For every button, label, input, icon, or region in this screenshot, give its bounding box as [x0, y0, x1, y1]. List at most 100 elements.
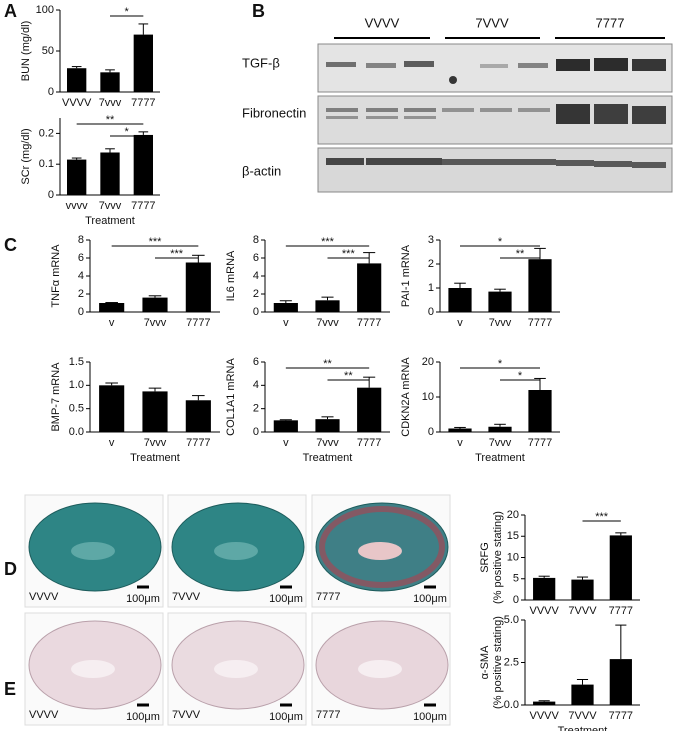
blot-strip — [317, 147, 673, 193]
y-tick-label: 15 — [507, 530, 519, 542]
protein-label: Fibronectin — [242, 105, 306, 120]
x-tick-label: 7vvv — [99, 97, 122, 109]
kidney-pelvis — [358, 660, 402, 678]
y-tick-label: 0.5 — [69, 403, 84, 415]
scale-label: 100μm — [269, 711, 303, 723]
significance-label: * — [125, 6, 130, 18]
y-tick-label: 2 — [253, 403, 259, 415]
bar — [528, 390, 552, 432]
y-axis-label: SRFG(% positive stating) — [479, 511, 504, 604]
y-axis-label: BUN (mg/dl) — [20, 21, 32, 82]
bar — [100, 72, 120, 92]
y-tick-label: 2 — [428, 258, 434, 270]
blot-group: VVVV — [365, 15, 400, 30]
image-label: VVVV — [29, 709, 59, 721]
bar-chart: 0 50 100 BUN (mg/dl) VVVV 7vvv 7777 * — [20, 4, 160, 109]
x-tick-label: 7vvv — [489, 437, 512, 449]
significance-label: ** — [323, 358, 332, 370]
x-tick-label: 7777 — [357, 437, 381, 449]
significance-label: * — [518, 370, 523, 382]
significance-label: *** — [595, 511, 609, 523]
y-tick-label: 3 — [428, 234, 434, 246]
x-tick-label: 7777 — [528, 437, 552, 449]
significance-label: *** — [149, 236, 163, 248]
bar — [528, 259, 552, 312]
y-axis-label: BMP-7 mRNA — [50, 362, 62, 432]
bar — [67, 68, 87, 92]
x-axis-label: Treatment — [475, 452, 525, 464]
bar — [133, 34, 153, 92]
significance-label: ** — [344, 370, 353, 382]
x-tick-label: 7vvv — [144, 317, 167, 329]
panel-label: A — [4, 1, 17, 21]
bar — [273, 303, 298, 312]
y-tick-label: 0 — [48, 86, 54, 98]
panel-label: C — [4, 235, 17, 255]
image-label: 7777 — [316, 709, 340, 721]
y-tick-label: 0 — [253, 306, 259, 318]
x-tick-label: v — [283, 437, 289, 449]
bar — [185, 400, 211, 432]
y-axis-label-line: α-SMA — [479, 645, 491, 680]
significance-label: * — [498, 236, 503, 248]
y-tick-label: 20 — [422, 356, 434, 368]
blot: VVVV 7VVV 7777 TGF-β Fibronectin β-actin — [242, 15, 673, 193]
bar — [448, 288, 472, 312]
y-axis-label-line: SRFG — [479, 542, 491, 573]
x-tick-label: v — [457, 437, 463, 449]
x-tick-label: 7777 — [609, 605, 633, 617]
blot-group: 7777 — [596, 15, 625, 30]
y-tick-label: 0 — [78, 306, 84, 318]
y-tick-label: 2 — [78, 288, 84, 300]
y-tick-label: 100 — [36, 4, 54, 16]
y-axis-label-line: (% positive stating) — [492, 616, 504, 709]
bar — [357, 387, 382, 432]
bar — [99, 303, 125, 312]
x-tick-label: 7vvv — [316, 437, 339, 449]
image-label: 7VVV — [172, 709, 201, 721]
y-tick-label: 0 — [48, 189, 54, 201]
x-tick-label: v — [283, 317, 289, 329]
x-tick-label: 7777 — [186, 317, 210, 329]
x-tick-label: VVVV — [62, 97, 92, 109]
y-axis-label: CDKN2A mRNA — [400, 357, 412, 437]
x-axis-label: Treatment — [85, 215, 135, 227]
y-tick-label: 6 — [78, 252, 84, 264]
y-tick-label: 0.0 — [69, 426, 84, 438]
bar — [533, 577, 556, 600]
significance-label: * — [125, 126, 130, 138]
bar-chart: 0.0 0.5 1.0 1.5 BMP-7 mRNA v 7vvv 7777 Treatment — [50, 356, 220, 464]
y-tick-label: 10 — [507, 551, 519, 563]
bar — [142, 391, 168, 432]
y-axis-label: COL1A1 mRNA — [225, 358, 237, 436]
scale-label: 100μm — [413, 711, 447, 723]
y-tick-label: 0 — [428, 306, 434, 318]
kidney-pelvis — [71, 660, 115, 678]
y-tick-label: 0 — [428, 426, 434, 438]
y-axis-label: TNFα mRNA — [50, 244, 62, 308]
x-tick-label: 7777 — [131, 200, 155, 212]
bar — [533, 701, 556, 705]
significance-label: *** — [342, 248, 356, 260]
y-tick-label: 5.0 — [504, 614, 519, 626]
y-tick-label: 6 — [253, 252, 259, 264]
x-tick-label: vvvv — [66, 200, 89, 212]
x-axis-label: Treatment — [130, 452, 180, 464]
panel-label: D — [4, 559, 17, 579]
significance-label: ** — [516, 248, 525, 260]
fibrosis — [319, 506, 445, 588]
panel-label: B — [252, 1, 265, 21]
scale-label: 100μm — [269, 593, 303, 605]
y-tick-label: 2.5 — [504, 656, 519, 668]
kidney-pelvis — [214, 542, 258, 560]
bar — [488, 291, 512, 312]
x-tick-label: VVVV — [529, 710, 559, 722]
x-tick-label: 7777 — [609, 710, 633, 722]
image-label: 7VVV — [172, 591, 201, 603]
significance-label: *** — [321, 236, 335, 248]
bar-chart: 0 2 4 6 8 TNFα mRNA v 7vvv 7777 *** *** — [50, 234, 220, 329]
scale-label: 100μm — [126, 593, 160, 605]
y-tick-label: 1.0 — [69, 379, 84, 391]
